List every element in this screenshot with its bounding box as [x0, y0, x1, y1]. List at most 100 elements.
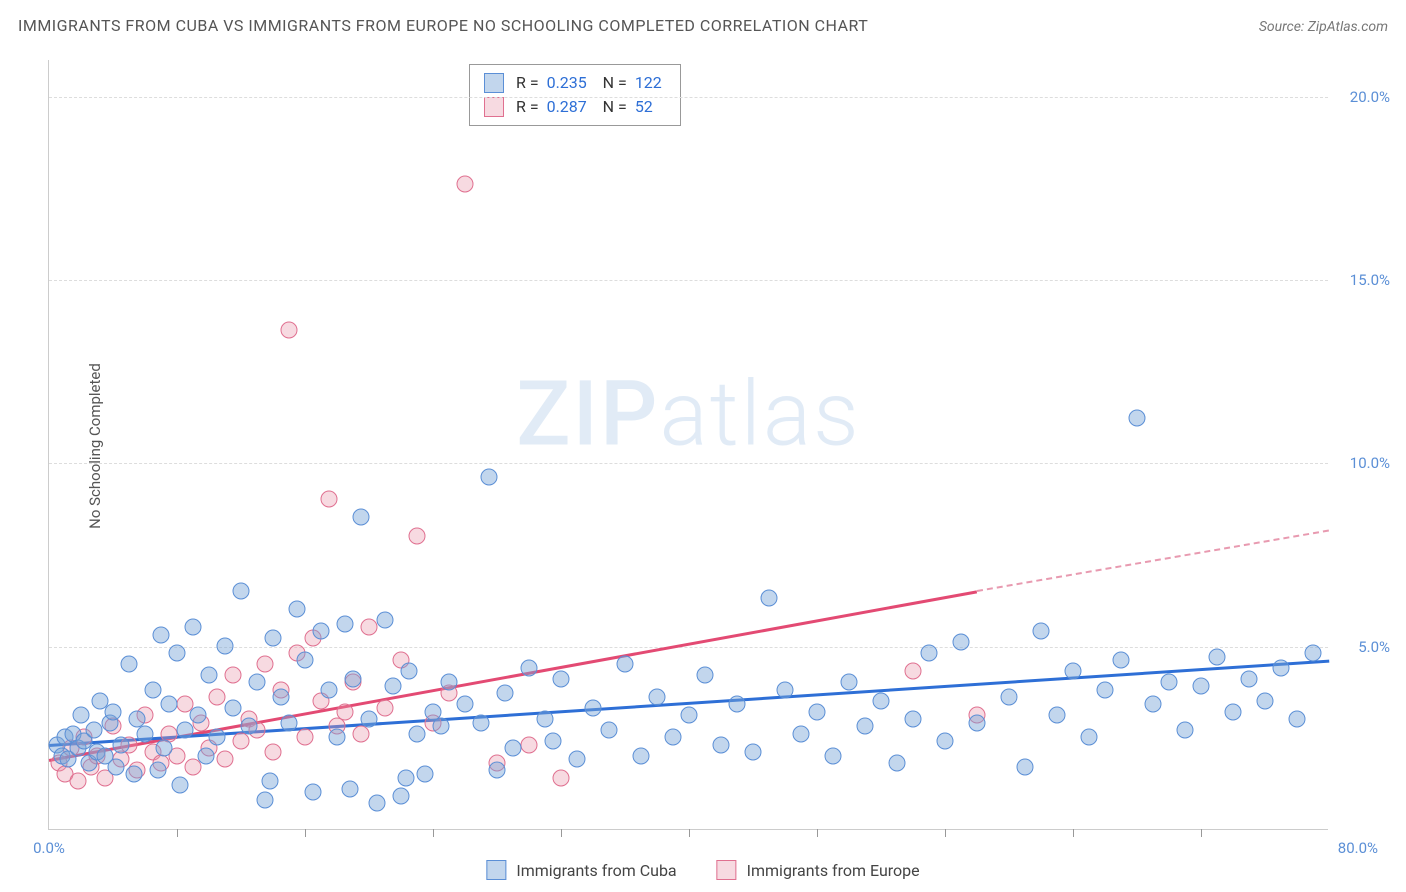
data-point: [172, 777, 189, 794]
x-tick: [561, 829, 562, 837]
data-point: [905, 711, 922, 728]
data-point: [953, 634, 970, 651]
data-point: [521, 659, 538, 676]
data-point: [121, 656, 138, 673]
x-tick: [817, 829, 818, 837]
data-point: [617, 656, 634, 673]
data-point: [69, 773, 86, 790]
data-point: [297, 652, 314, 669]
data-point: [169, 645, 186, 662]
data-point: [377, 612, 394, 629]
data-point: [793, 725, 810, 742]
data-point: [713, 736, 730, 753]
data-point: [201, 667, 218, 684]
data-point: [281, 714, 298, 731]
data-point: [633, 747, 650, 764]
data-point: [857, 718, 874, 735]
legend-swatch: [484, 97, 504, 117]
data-point: [457, 696, 474, 713]
data-point: [385, 678, 402, 695]
data-point: [1113, 652, 1130, 669]
data-point: [225, 667, 242, 684]
data-point: [113, 736, 130, 753]
plot-area: ZIPatlas R = 0.235 N = 122R = 0.287 N = …: [48, 60, 1328, 830]
data-point: [553, 769, 570, 786]
data-point: [1193, 678, 1210, 695]
data-point: [321, 491, 338, 508]
data-point: [921, 645, 938, 662]
data-point: [217, 751, 234, 768]
data-point: [889, 755, 906, 772]
data-point: [209, 689, 226, 706]
gridline: [49, 463, 1328, 464]
data-point: [1001, 689, 1018, 706]
data-point: [417, 766, 434, 783]
y-tick-label: 15.0%: [1350, 271, 1390, 289]
stats-text: R = 0.235 N = 122: [516, 71, 666, 95]
data-point: [105, 703, 122, 720]
data-point: [1241, 670, 1258, 687]
x-tick: [305, 829, 306, 837]
data-point: [649, 689, 666, 706]
data-point: [393, 788, 410, 805]
data-point: [1049, 707, 1066, 724]
data-point: [553, 670, 570, 687]
data-point: [145, 681, 162, 698]
y-tick-label: 5.0%: [1358, 638, 1390, 656]
y-tick-label: 20.0%: [1350, 88, 1390, 106]
regression-line: [977, 529, 1329, 591]
legend-swatch: [717, 860, 737, 880]
legend-swatch: [486, 860, 506, 880]
data-point: [1097, 681, 1114, 698]
data-point: [905, 663, 922, 680]
data-point: [681, 707, 698, 724]
chart-title: IMMIGRANTS FROM CUBA VS IMMIGRANTS FROM …: [18, 16, 868, 35]
data-point: [937, 733, 954, 750]
data-point: [873, 692, 890, 709]
legend-label: Immigrants from Cuba: [516, 861, 676, 880]
x-tick: [945, 829, 946, 837]
data-point: [697, 667, 714, 684]
data-point: [441, 674, 458, 691]
data-point: [85, 722, 102, 739]
data-point: [1065, 663, 1082, 680]
data-point: [745, 744, 762, 761]
x-tick: [689, 829, 690, 837]
data-point: [601, 722, 618, 739]
data-point: [289, 601, 306, 618]
data-point: [537, 711, 554, 728]
data-point: [353, 725, 370, 742]
watermark: ZIPatlas: [516, 361, 861, 466]
data-point: [433, 718, 450, 735]
data-point: [761, 590, 778, 607]
data-point: [809, 703, 826, 720]
data-point: [1177, 722, 1194, 739]
stats-text: R = 0.287 N = 52: [516, 95, 657, 119]
data-point: [1289, 711, 1306, 728]
legend-item: Immigrants from Cuba: [486, 860, 676, 880]
y-tick-label: 10.0%: [1350, 454, 1390, 472]
bottom-legend: Immigrants from Cuba Immigrants from Euro…: [486, 860, 919, 880]
data-point: [1033, 623, 1050, 640]
x-tick: [1073, 829, 1074, 837]
data-point: [345, 670, 362, 687]
data-point: [125, 766, 142, 783]
data-point: [149, 762, 166, 779]
data-point: [161, 696, 178, 713]
data-point: [197, 747, 214, 764]
data-point: [217, 637, 234, 654]
gridline: [49, 97, 1328, 98]
source-label: Source: ZipAtlas.com: [1259, 19, 1388, 35]
data-point: [729, 696, 746, 713]
gridline: [49, 280, 1328, 281]
legend-label: Immigrants from Europe: [747, 861, 920, 880]
gridline: [49, 647, 1328, 648]
data-point: [313, 623, 330, 640]
data-point: [209, 729, 226, 746]
data-point: [841, 674, 858, 691]
stats-legend-row: R = 0.287 N = 52: [484, 95, 666, 119]
data-point: [265, 744, 282, 761]
data-point: [137, 725, 154, 742]
data-point: [1225, 703, 1242, 720]
data-point: [189, 707, 206, 724]
